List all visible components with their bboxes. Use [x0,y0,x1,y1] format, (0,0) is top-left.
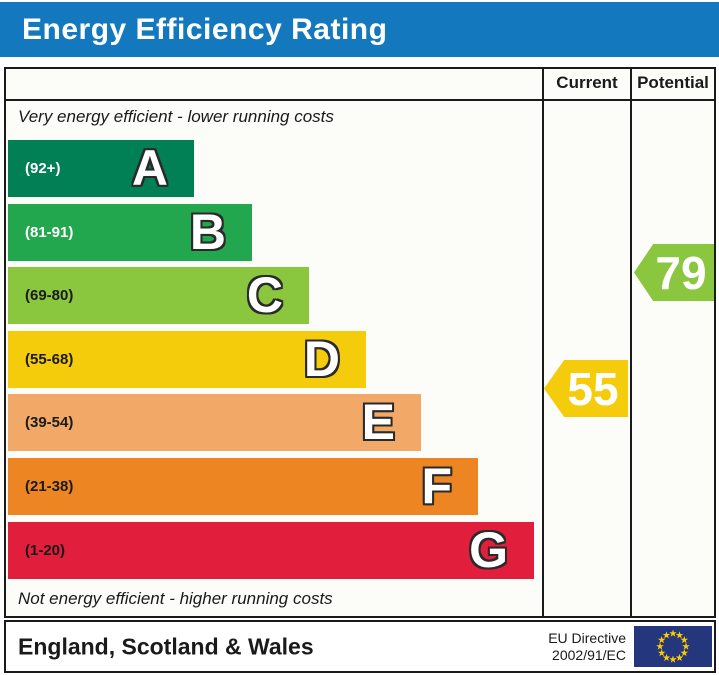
band-range-label: (1-20) [25,542,66,559]
eu-flag-icon [634,626,712,667]
band-letter: A [131,140,168,196]
band-range-label: (55-68) [25,351,74,368]
title-bar: Energy Efficiency Rating [0,2,719,57]
band-range-label: (39-54) [25,414,74,431]
potential-rating-arrow: 79 [634,244,714,301]
eu-directive-label: EU Directive 2002/91/EC [548,629,626,663]
band-letter: G [469,522,508,578]
band-range-label: (21-38) [25,478,74,495]
top-note: Very energy efficient - lower running co… [18,107,334,126]
band-row-b: (81-91) B [8,204,252,261]
band-range-label: (69-80) [25,287,74,304]
band-row-a: (92+) A [8,140,194,197]
band-range-label: (81-91) [25,224,74,241]
band-row-e: (39-54) E [8,394,421,451]
band-letter: C [246,267,283,323]
page-title: Energy Efficiency Rating [22,12,388,46]
column-header-current: Current [556,73,618,92]
footer: England, Scotland & Wales EU Directive 2… [4,620,716,673]
current-rating-value: 55 [567,362,619,415]
current-column-divider [542,67,544,618]
potential-rating-value: 79 [655,246,707,299]
current-rating-arrow: 55 [544,360,628,417]
band-row-f: (21-38) F [8,458,478,515]
potential-column-divider [630,67,632,618]
band-letter: E [361,394,395,450]
column-header-potential: Potential [637,73,709,92]
header-row-divider [4,99,716,101]
band-row-g: (1-20) G [8,522,534,579]
band-letter: B [189,204,226,260]
region-label: England, Scotland & Wales [18,633,314,659]
band-letter: F [421,458,452,514]
band-letter: D [303,331,340,387]
band-range-label: (92+) [25,160,61,177]
band-row-c: (69-80) C [8,267,309,324]
bottom-note: Not energy efficient - higher running co… [18,589,333,608]
band-row-d: (55-68) D [8,331,366,388]
